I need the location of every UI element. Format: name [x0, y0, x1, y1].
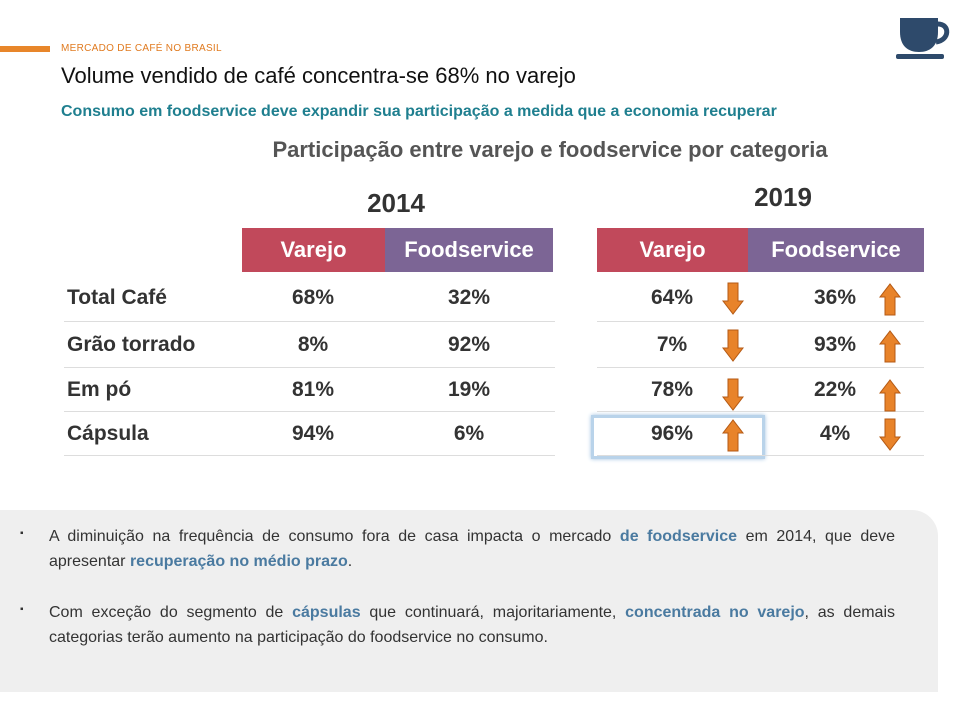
trend-arrow-down: [721, 329, 745, 362]
highlight-text: cápsulas: [292, 604, 361, 621]
text: em 2014, que deve apresentar: [49, 528, 896, 570]
row-separator: [64, 367, 555, 368]
year-label: 2019: [754, 182, 812, 212]
bullet-marker: ▪: [20, 528, 24, 539]
trend-arrow-up: [721, 419, 745, 452]
cell-value: 94%: [291, 422, 335, 445]
cell-value: 64%: [650, 286, 694, 309]
cell-value: 78%: [650, 378, 694, 401]
highlight-text: de foodservice: [619, 528, 737, 545]
trend-arrow-down: [721, 282, 745, 315]
text: A diminuição na frequência de consumo fo…: [49, 528, 620, 545]
cell-value: 7%: [656, 333, 688, 356]
row-label: Grão torrado: [67, 333, 196, 356]
column-header: Varejo: [597, 228, 748, 272]
text: .: [347, 553, 353, 570]
cell-value: 81%: [291, 378, 335, 401]
table-title: Participação entre varejo e foodservice …: [272, 137, 828, 162]
trend-arrow-down: [721, 378, 745, 411]
text: que continuará, majoritariamente,: [360, 604, 626, 621]
trend-arrow-up: [878, 330, 902, 363]
highlight-text: recuperação no médio prazo: [129, 553, 348, 570]
cell-value: 93%: [813, 333, 857, 356]
trend-arrow-up: [878, 283, 902, 316]
column-header: Foodservice: [385, 228, 553, 272]
cell-value: 68%: [291, 286, 335, 309]
cell-value: 8%: [297, 333, 329, 356]
cell-value: 6%: [453, 422, 485, 445]
cell-value: 19%: [447, 378, 491, 401]
row-separator: [597, 411, 924, 412]
row-separator: [597, 367, 924, 368]
text: Com exceção do segmento de: [49, 604, 293, 621]
row-label: Cápsula: [67, 422, 149, 445]
row-label: Em pó: [67, 378, 132, 401]
title: Volume vendido de café concentra-se 68% …: [61, 63, 576, 88]
row-separator: [64, 321, 555, 322]
bullet-marker: ▪: [20, 604, 24, 615]
bullet-text: A diminuição na frequência de consumo fo…: [49, 524, 895, 574]
highlight-box: [591, 415, 765, 459]
cell-value: 92%: [447, 333, 491, 356]
row-label: Total Café: [67, 286, 167, 309]
trend-arrow-down: [878, 418, 902, 451]
highlight-text: concentrada no varejo: [625, 604, 805, 621]
text: , as demais categorias terão aumento na …: [49, 604, 895, 646]
section-label: MERCADO DE CAFÉ NO BRASIL: [61, 43, 222, 54]
cell-value: 22%: [813, 378, 857, 401]
bullet-text: Com exceção do segmento de cápsulas que …: [49, 600, 895, 650]
trend-arrow-up: [878, 379, 902, 412]
row-separator: [64, 455, 555, 456]
cell-value: 36%: [813, 286, 857, 309]
cell-value: 32%: [447, 286, 491, 309]
subtitle: Consumo em foodservice deve expandir sua…: [61, 103, 777, 120]
cup-icon: [896, 18, 950, 59]
column-header: Varejo: [242, 228, 385, 272]
row-separator: [597, 455, 924, 456]
accent-bar: [0, 46, 50, 52]
row-separator: [64, 411, 555, 412]
cell-value: 4%: [819, 422, 851, 445]
cell-value: 96%: [650, 422, 694, 445]
notes-box: [0, 510, 938, 692]
column-header: Foodservice: [748, 228, 924, 272]
row-separator: [597, 321, 924, 322]
year-label: 2014: [367, 188, 425, 218]
